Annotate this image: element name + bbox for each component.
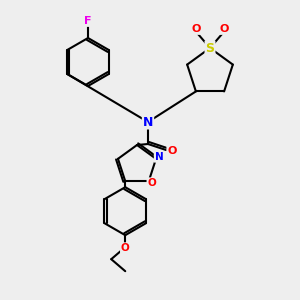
- Text: N: N: [143, 116, 153, 128]
- Text: O: O: [167, 146, 177, 156]
- Text: F: F: [84, 16, 92, 26]
- Text: O: O: [219, 24, 229, 34]
- Text: S: S: [206, 41, 214, 55]
- Text: N: N: [154, 152, 164, 162]
- Text: O: O: [147, 178, 156, 188]
- Text: O: O: [121, 243, 130, 253]
- Text: O: O: [191, 24, 201, 34]
